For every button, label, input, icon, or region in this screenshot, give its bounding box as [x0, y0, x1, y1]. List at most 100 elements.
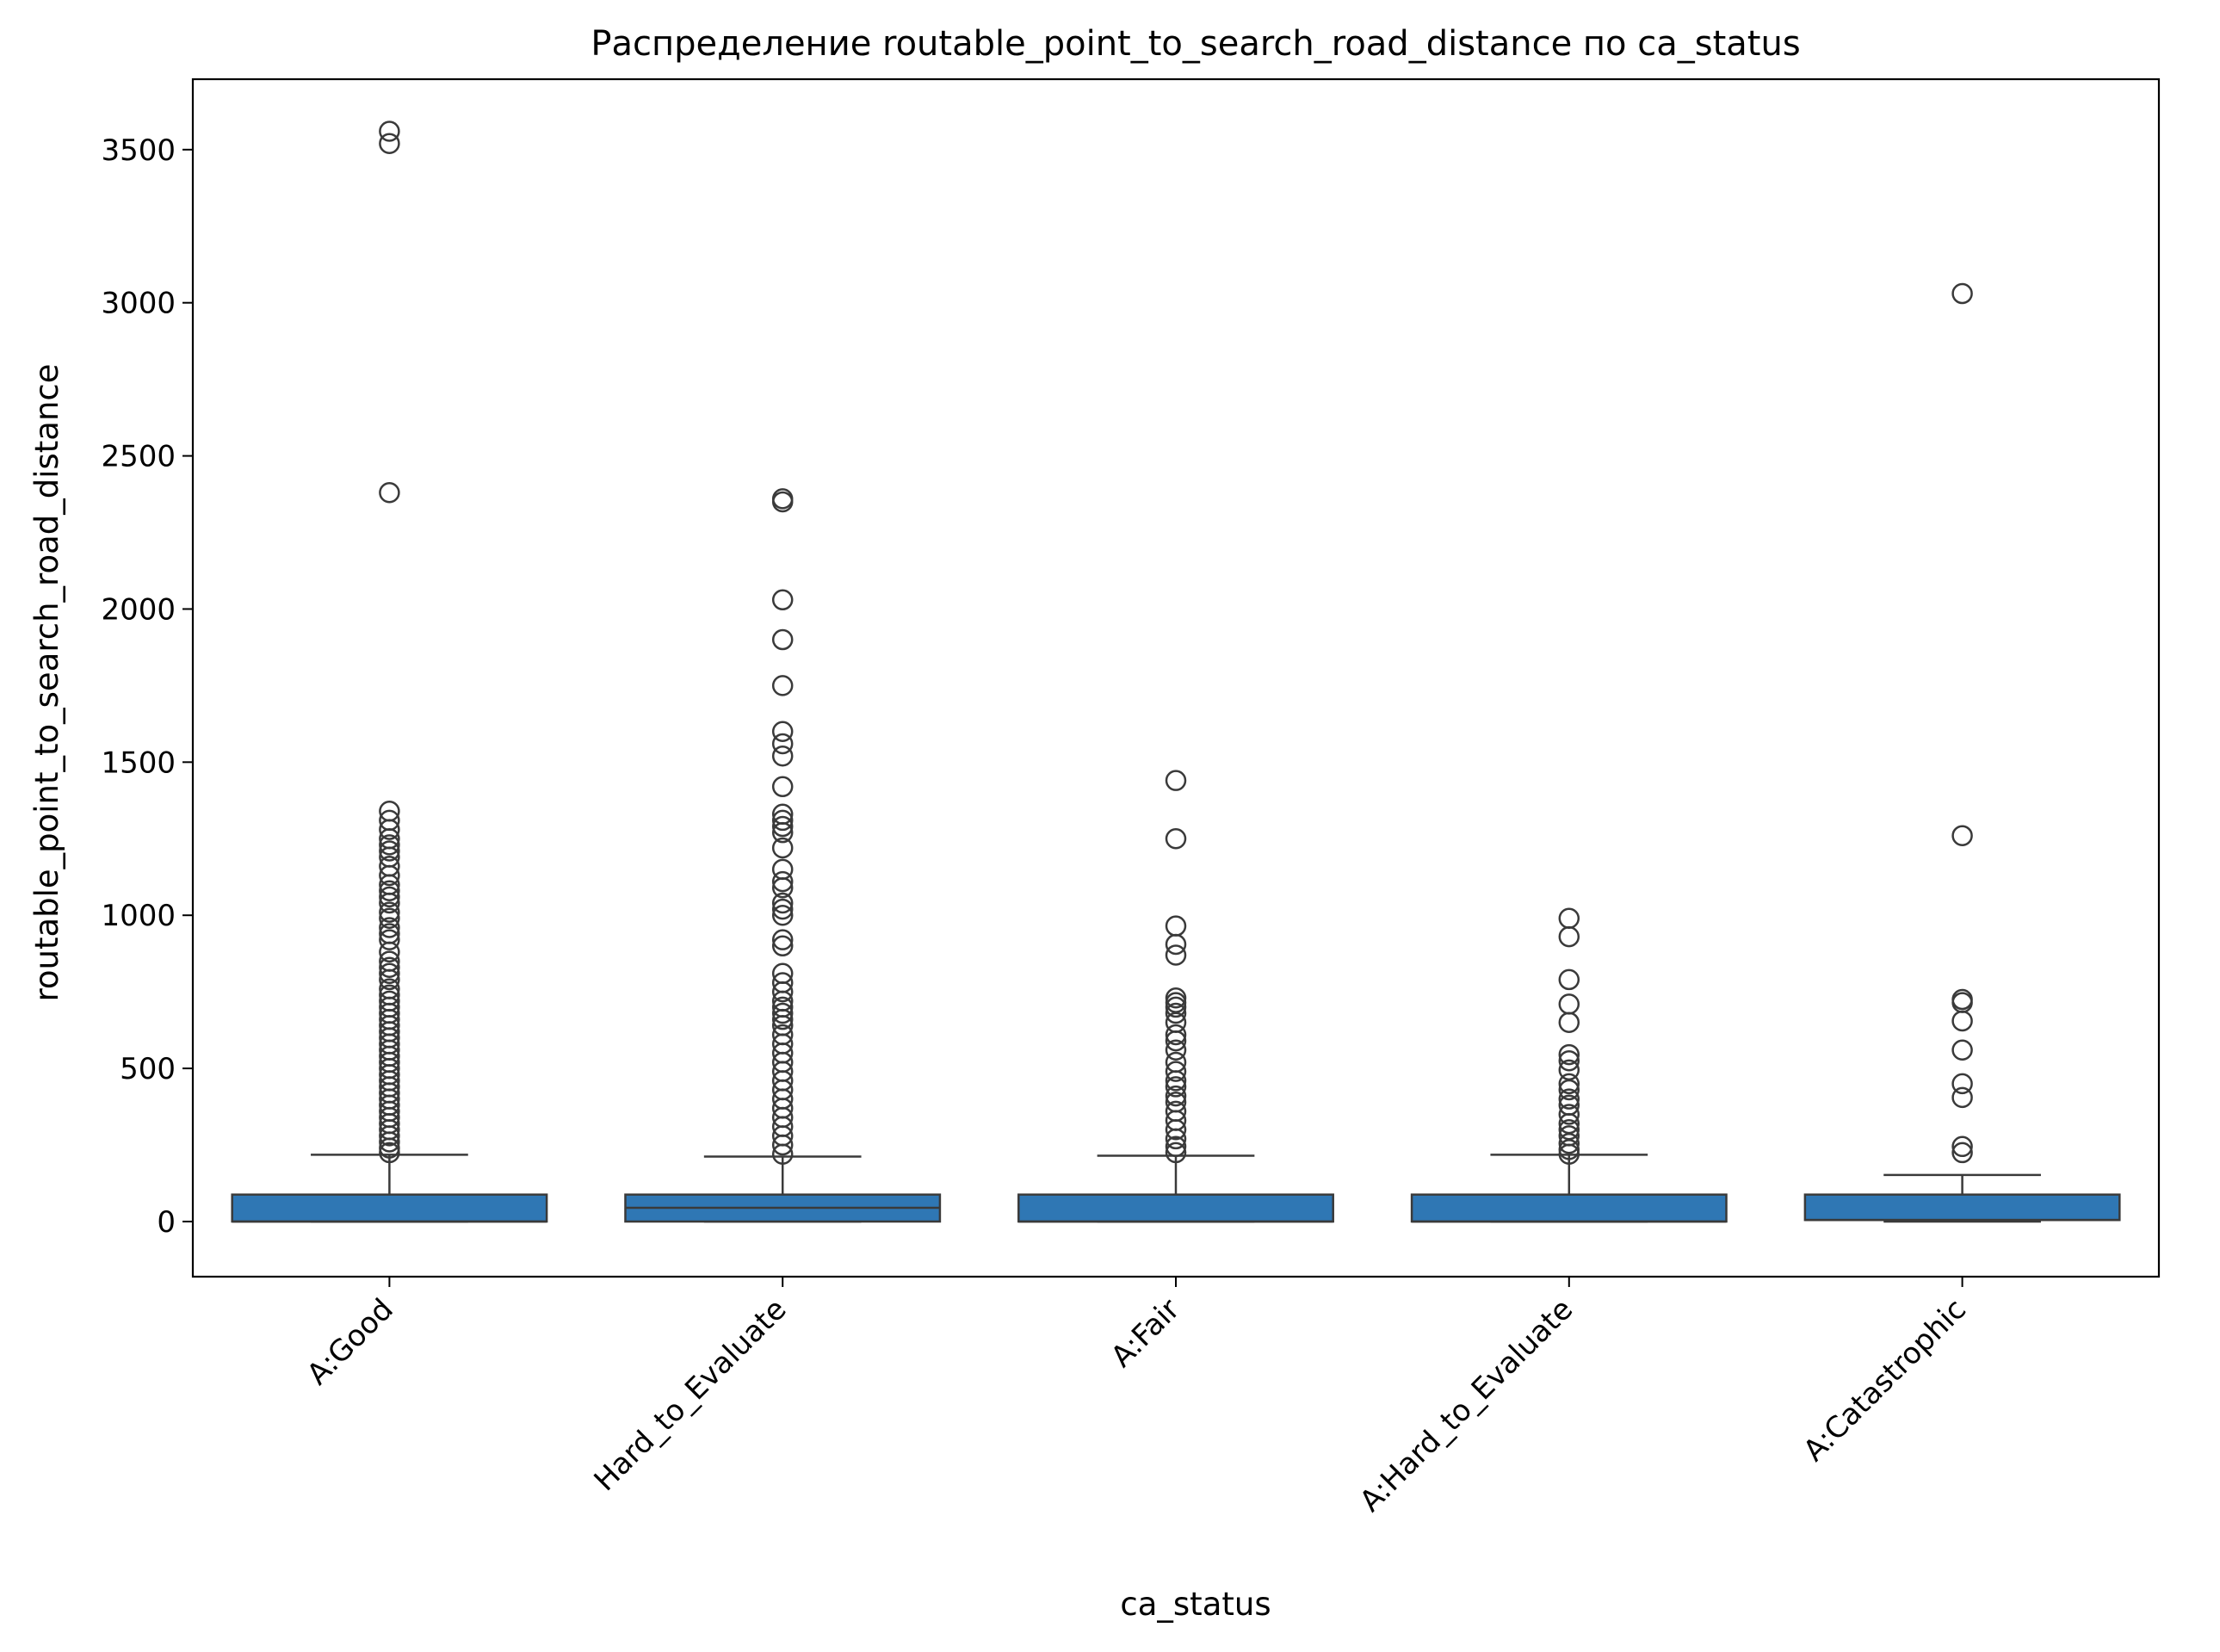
x-tick-label: A:Fair: [1104, 1292, 1186, 1374]
outlier-point: [1165, 1030, 1187, 1052]
box-A:Fair: [1017, 1193, 1334, 1223]
outlier-point: [1951, 282, 1973, 305]
outlier-point: [379, 1131, 400, 1153]
outlier-point: [379, 886, 400, 908]
outlier-point: [379, 1125, 400, 1147]
y-tick-label: 3500: [101, 133, 176, 168]
outlier-point: [771, 929, 794, 950]
outlier-point: [379, 962, 400, 985]
outlier-point: [1165, 1061, 1187, 1082]
y-tick-label: 2500: [101, 440, 176, 474]
outlier-point: [379, 892, 400, 914]
outlier-point: [1558, 1043, 1580, 1066]
outlier-point: [1951, 1010, 1973, 1032]
outlier-point: [1951, 1039, 1973, 1061]
outlier-point: [379, 917, 400, 938]
outlier-point: [1165, 944, 1187, 966]
outlier-point: [1558, 1088, 1580, 1110]
outlier-point: [1951, 1073, 1973, 1095]
outlier-point: [1951, 825, 1973, 846]
outlier-point: [1165, 915, 1187, 937]
outlier-point: [771, 776, 794, 798]
outlier-point: [1165, 828, 1187, 850]
outlier-point: [771, 981, 794, 1003]
y-tick-label: 3000: [101, 287, 176, 321]
y-tick-label: 500: [120, 1052, 176, 1086]
plot-area: 0 500 1000 1500 2000 2500 3000 3500 A:Good Hard_t…: [101, 77, 2161, 1519]
outlier-point: [1558, 1132, 1580, 1154]
outlier-point: [379, 834, 400, 856]
outlier-point: [771, 745, 794, 767]
outlier-point: [1165, 770, 1187, 791]
outlier-point: [771, 809, 794, 832]
plot-frame: [191, 77, 2161, 1278]
outlier-point: [379, 907, 400, 930]
outlier-point: [771, 1008, 794, 1030]
outlier-point: [1165, 996, 1187, 1018]
outlier-point: [1165, 1024, 1187, 1046]
outlier-point: [1165, 1002, 1187, 1024]
x-tick-label: A:Hard_to_Evaluate: [1353, 1292, 1580, 1519]
outlier-point: [1165, 1128, 1187, 1150]
outlier-point: [379, 840, 400, 862]
outlier-point: [771, 876, 794, 899]
outlier-point: [379, 968, 400, 991]
box-A:Catastrophic: [1803, 1193, 2121, 1222]
x-tick-label: A:Catastrophic: [1796, 1292, 1973, 1469]
chart-title: Распределение routable_point_to_search_r…: [591, 24, 1800, 64]
outlier-point: [379, 819, 400, 840]
outlier-point: [1558, 1143, 1580, 1165]
outlier-point: [1558, 1104, 1580, 1125]
outlier-point: [379, 929, 400, 950]
outlier-point: [1165, 1118, 1187, 1141]
outlier-point: [771, 628, 794, 651]
outlier-point: [771, 1002, 794, 1024]
outlier-point: [771, 821, 794, 844]
outlier-point: [771, 491, 794, 513]
outlier-point: [379, 121, 400, 142]
outlier-point: [1165, 1142, 1187, 1164]
outlier-point: [1558, 907, 1580, 930]
y-tick-label: 2000: [101, 592, 176, 627]
outlier-point: [379, 956, 400, 978]
outlier-point: [1165, 992, 1187, 1013]
outlier-point: [1558, 1073, 1580, 1095]
outlier-point: [771, 837, 794, 859]
outlier-point: [379, 482, 400, 504]
outlier-point: [1951, 1086, 1973, 1109]
outlier-point: [771, 904, 794, 926]
outlier-point: [771, 1143, 794, 1165]
outlier-point: [771, 892, 794, 914]
y-tick-label: 0: [157, 1205, 176, 1240]
outlier-point: [771, 589, 794, 611]
outlier-point: [1165, 1070, 1187, 1092]
outlier-point: [1951, 1142, 1973, 1164]
outlier-point: [1558, 968, 1580, 991]
y-tick-label: 1500: [101, 746, 176, 780]
x-tick-label: Hard_to_Evaluate: [588, 1292, 794, 1498]
outlier-point: [771, 815, 794, 838]
x-tick-label: A:Good: [300, 1292, 400, 1392]
box-A:Hard_to_Evaluate: [1410, 1193, 1728, 1223]
outlier-point: [379, 864, 400, 887]
outlier-point: [1165, 1135, 1187, 1158]
outlier-point: [1558, 1079, 1580, 1101]
outlier-point: [771, 935, 794, 957]
outlier-point: [379, 880, 400, 901]
box-A:Good: [231, 1193, 548, 1223]
outlier-point: [379, 133, 400, 154]
x-axis-label: ca_status: [1120, 1586, 1271, 1623]
outlier-point: [1558, 925, 1580, 948]
outlier-point: [379, 941, 400, 963]
outlier-point: [1558, 1012, 1580, 1033]
y-tick-label: 1000: [101, 899, 176, 933]
outlier-point: [379, 901, 400, 923]
outlier-point: [1165, 1039, 1187, 1061]
outlier-point: [771, 721, 794, 743]
outlier-point: [771, 1134, 794, 1156]
outlier-point: [1558, 993, 1580, 1015]
outlier-point: [771, 733, 794, 755]
outlier-point: [771, 870, 794, 893]
